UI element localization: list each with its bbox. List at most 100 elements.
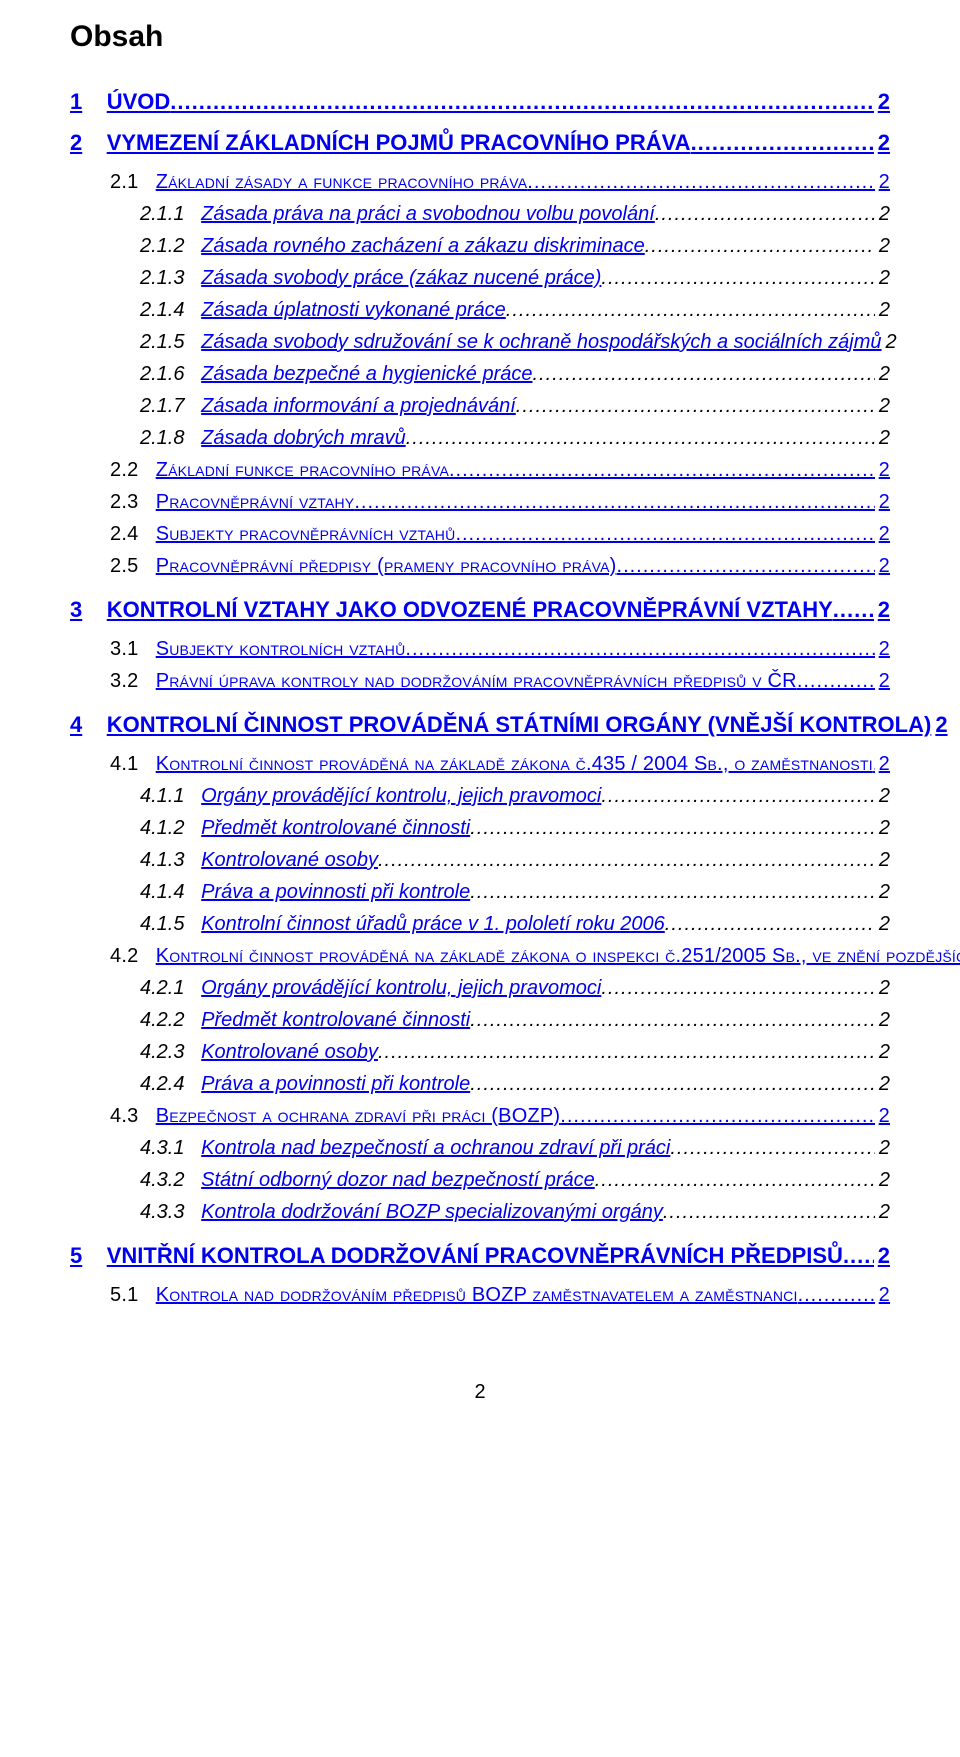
toc-entry-label[interactable]: 4 KONTROLNÍ ČINNOST PROVÁDĚNÁ STÁTNÍMI O… — [70, 708, 931, 741]
toc-entry-title[interactable]: VNITŘNÍ KONTROLA DODRŽOVÁNÍ PRACOVNĚPRÁV… — [107, 1243, 843, 1268]
toc-entry-number[interactable]: 2.1.4 — [140, 299, 184, 321]
toc-entry-label[interactable]: 3.1 Subjekty kontrolních vztahů — [110, 634, 405, 664]
toc-entry-label[interactable]: 4.3.1 Kontrola nad bezpečností a ochrano… — [140, 1133, 670, 1163]
toc-entry-page[interactable]: 2 — [875, 1280, 890, 1310]
toc-entry-number[interactable]: 2.1.3 — [140, 267, 184, 289]
toc-entry-page[interactable]: 2 — [874, 126, 890, 159]
toc-entry-page[interactable]: 2 — [875, 845, 890, 875]
toc-entry-title[interactable]: VYMEZENÍ ZÁKLADNÍCH POJMŮ PRACOVNÍHO PRÁ… — [107, 130, 691, 155]
toc-entry-title[interactable]: Práva a povinnosti při kontrole — [201, 881, 470, 903]
toc-entry-title[interactable]: Státní odborný dozor nad bezpečností prá… — [201, 1169, 595, 1191]
toc-entry-number[interactable]: 4.2.3 — [140, 1041, 184, 1063]
toc-entry-label[interactable]: 2.2 Základní funkce pracovního práva — [110, 455, 449, 485]
toc-entry-page[interactable]: 2 — [875, 973, 890, 1003]
toc-entry-page[interactable]: 2 — [875, 813, 890, 843]
toc-entry-title[interactable]: Zásada informování a projednávání — [201, 395, 516, 417]
toc-entry-number[interactable]: 2.1.2 — [140, 235, 184, 257]
toc-entry-number[interactable]: 4.2.2 — [140, 1009, 184, 1031]
toc-entry-title[interactable]: ÚVOD — [107, 89, 171, 114]
toc-entry-label[interactable]: 4.2 Kontrolní činnost prováděná na zákla… — [110, 941, 960, 971]
toc-entry-page[interactable]: 2 — [875, 1101, 890, 1131]
toc-entry-number[interactable]: 4.3.2 — [140, 1169, 184, 1191]
toc-entry-title[interactable]: Bezpečnost a ochrana zdraví při práci (B… — [156, 1105, 561, 1127]
toc-entry-title[interactable]: Subjekty pracovněprávních vztahů — [156, 523, 456, 545]
toc-entry-number[interactable]: 4.1.2 — [140, 817, 184, 839]
toc-entry-label[interactable]: 5 VNITŘNÍ KONTROLA DODRŽOVÁNÍ PRACOVNĚPR… — [70, 1239, 843, 1272]
toc-entry-title[interactable]: Zásada svobody práce (zákaz nucené práce… — [201, 267, 601, 289]
toc-entry-number[interactable]: 2.1.6 — [140, 363, 184, 385]
toc-entry-title[interactable]: Kontrolované osoby — [201, 1041, 378, 1063]
toc-entry-number[interactable]: 2 — [70, 130, 82, 155]
toc-entry-title[interactable]: Zásada svobody sdružování se k ochraně h… — [201, 331, 881, 353]
toc-entry-label[interactable]: 2 VYMEZENÍ ZÁKLADNÍCH POJMŮ PRACOVNÍHO P… — [70, 126, 691, 159]
toc-entry-title[interactable]: Zásada práva na práci a svobodnou volbu … — [201, 203, 655, 225]
toc-entry-number[interactable]: 5 — [70, 1243, 82, 1268]
toc-entry-label[interactable]: 5.1 Kontrola nad dodržováním předpisů BO… — [110, 1280, 798, 1310]
toc-entry-page[interactable]: 2 — [875, 231, 890, 261]
toc-entry-number[interactable]: 2.1.8 — [140, 427, 184, 449]
toc-entry-number[interactable]: 4 — [70, 712, 82, 737]
toc-entry-page[interactable]: 2 — [875, 519, 890, 549]
toc-entry-label[interactable]: 4.3.2 Státní odborný dozor nad bezpečnos… — [140, 1165, 595, 1195]
toc-entry-label[interactable]: 4.2.3 Kontrolované osoby — [140, 1037, 378, 1067]
toc-entry-label[interactable]: 4.1.2 Předmět kontrolované činnosti — [140, 813, 470, 843]
toc-entry-title[interactable]: Pracovněprávní vztahy — [156, 491, 355, 513]
toc-entry-label[interactable]: 2.1.2 Zásada rovného zacházení a zákazu … — [140, 231, 645, 261]
toc-entry-title[interactable]: Právní úprava kontroly nad dodržováním p… — [156, 670, 797, 692]
toc-entry-number[interactable]: 2.1.5 — [140, 331, 184, 353]
toc-entry-number[interactable]: 2.1.7 — [140, 395, 184, 417]
toc-entry-page[interactable]: 2 — [875, 551, 890, 581]
toc-entry-page[interactable]: 2 — [875, 487, 890, 517]
toc-entry-label[interactable]: 4.1 Kontrolní činnost prováděná na zákla… — [110, 749, 873, 779]
toc-entry-page[interactable]: 2 — [875, 666, 890, 696]
toc-entry-title[interactable]: Základní funkce pracovního práva — [156, 459, 449, 481]
toc-entry-label[interactable]: 4.3.3 Kontrola dodržování BOZP specializ… — [140, 1197, 663, 1227]
toc-entry-number[interactable]: 2.2 — [110, 459, 138, 481]
toc-entry-title[interactable]: Orgány provádějící kontrolu, jejich prav… — [201, 785, 601, 807]
toc-entry-label[interactable]: 3.2 Právní úprava kontroly nad dodržován… — [110, 666, 797, 696]
toc-entry-label[interactable]: 2.3 Pracovněprávní vztahy — [110, 487, 354, 517]
toc-entry-page[interactable]: 2 — [875, 263, 890, 293]
toc-entry-number[interactable]: 2.3 — [110, 491, 138, 513]
toc-entry-number[interactable]: 4.1.5 — [140, 913, 184, 935]
toc-entry-number[interactable]: 4.1.3 — [140, 849, 184, 871]
toc-entry-label[interactable]: 4.3 Bezpečnost a ochrana zdraví při prác… — [110, 1101, 560, 1131]
toc-entry-page[interactable]: 2 — [875, 359, 890, 389]
toc-entry-number[interactable]: 2.4 — [110, 523, 138, 545]
toc-entry-title[interactable]: Kontrola nad bezpečností a ochranou zdra… — [201, 1137, 670, 1159]
toc-entry-number[interactable]: 4.3.3 — [140, 1201, 184, 1223]
toc-entry-page[interactable]: 2 — [875, 391, 890, 421]
toc-entry-title[interactable]: Základní zásady a funkce pracovního práv… — [156, 171, 528, 193]
toc-entry-label[interactable]: 4.1.1 Orgány provádějící kontrolu, jejic… — [140, 781, 601, 811]
toc-entry-title[interactable]: KONTROLNÍ VZTAHY JAKO ODVOZENÉ PRACOVNĚP… — [107, 597, 833, 622]
toc-entry-label[interactable]: 1 ÚVOD — [70, 85, 170, 118]
toc-entry-page[interactable]: 2 — [875, 909, 890, 939]
toc-entry-label[interactable]: 2.1.3 Zásada svobody práce (zákaz nucené… — [140, 263, 601, 293]
toc-entry-number[interactable]: 4.1.1 — [140, 785, 184, 807]
toc-entry-number[interactable]: 4.2.1 — [140, 977, 184, 999]
toc-entry-label[interactable]: 3 KONTROLNÍ VZTAHY JAKO ODVOZENÉ PRACOVN… — [70, 593, 833, 626]
toc-entry-page[interactable]: 2 — [875, 1037, 890, 1067]
toc-entry-page[interactable]: 2 — [875, 1197, 890, 1227]
toc-entry-title[interactable]: Zásada rovného zacházení a zákazu diskri… — [201, 235, 645, 257]
toc-entry-label[interactable]: 2.1.5 Zásada svobody sdružování se k och… — [140, 327, 882, 357]
toc-entry-title[interactable]: Kontrola nad dodržováním předpisů BOZP z… — [156, 1284, 798, 1306]
toc-entry-label[interactable]: 2.1.8 Zásada dobrých mravů — [140, 423, 406, 453]
toc-entry-number[interactable]: 3.1 — [110, 638, 138, 660]
toc-entry-label[interactable]: 4.2.1 Orgány provádějící kontrolu, jejic… — [140, 973, 601, 1003]
toc-entry-number[interactable]: 4.1 — [110, 753, 138, 775]
toc-entry-title[interactable]: Kontrola dodržování BOZP specializovaným… — [201, 1201, 663, 1223]
toc-entry-label[interactable]: 4.1.5 Kontrolní činnost úřadů práce v 1.… — [140, 909, 665, 939]
toc-entry-title[interactable]: Kontrolní činnost prováděná na základě z… — [156, 753, 873, 775]
toc-entry-label[interactable]: 4.1.4 Práva a povinnosti při kontrole — [140, 877, 470, 907]
toc-entry-title[interactable]: Zásada úplatnosti vykonané práce — [201, 299, 506, 321]
toc-entry-page[interactable]: 2 — [875, 1005, 890, 1035]
toc-entry-page[interactable]: 2 — [875, 781, 890, 811]
toc-entry-page[interactable]: 2 — [875, 455, 890, 485]
toc-entry-label[interactable]: 2.4 Subjekty pracovněprávních vztahů — [110, 519, 455, 549]
toc-entry-title[interactable]: Orgány provádějící kontrolu, jejich prav… — [201, 977, 601, 999]
toc-entry-page[interactable]: 2 — [875, 295, 890, 325]
toc-entry-number[interactable]: 4.3 — [110, 1105, 138, 1127]
toc-entry-label[interactable]: 4.2.4 Práva a povinnosti při kontrole — [140, 1069, 470, 1099]
toc-entry-title[interactable]: Zásada dobrých mravů — [201, 427, 406, 449]
